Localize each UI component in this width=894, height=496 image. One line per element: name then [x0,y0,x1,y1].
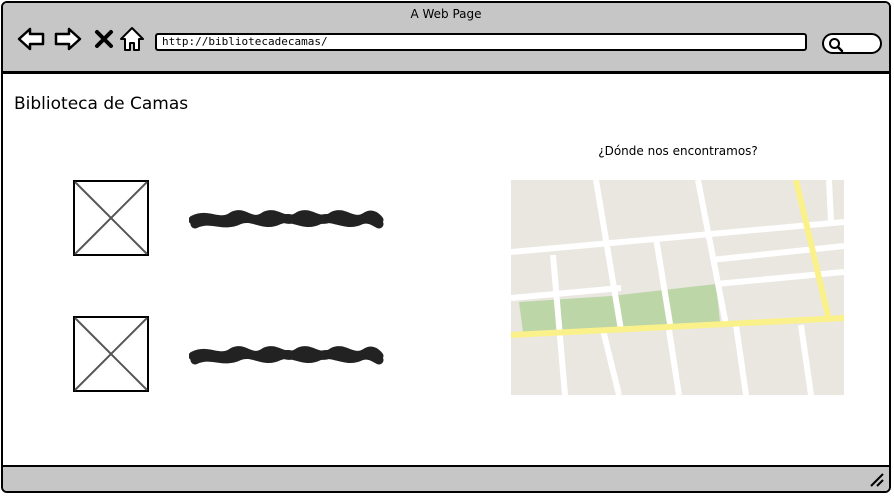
image-placeholder [73,180,149,256]
home-icon [120,27,144,51]
map-image[interactable] [511,180,844,395]
stop-button[interactable] [90,25,118,53]
map-heading: ¿Dónde nos encontramos? [598,144,758,158]
map-graphic [511,180,844,395]
scribble-text [189,346,384,365]
search-field[interactable] [822,33,882,54]
url-bar[interactable]: http://bibliotecadecamas/ [155,33,807,51]
window-title: A Web Page [410,7,482,21]
scribble-text [189,210,384,229]
home-button[interactable] [118,25,146,53]
resize-grip-icon[interactable] [869,472,885,488]
search-icon [829,38,844,53]
image-placeholder [73,316,149,392]
back-button[interactable] [17,25,45,53]
forward-button[interactable] [54,25,82,53]
page-content: Biblioteca de Camas ¿Dónde nos encontram… [3,74,889,468]
page-title: Biblioteca de Camas [14,94,189,114]
forward-arrow-icon [54,27,82,51]
browser-toolbar: A Web Page http://bibliotecadecamas/ [3,3,889,74]
back-arrow-icon [17,27,45,51]
status-bar [3,465,889,491]
close-x-icon [95,30,113,48]
